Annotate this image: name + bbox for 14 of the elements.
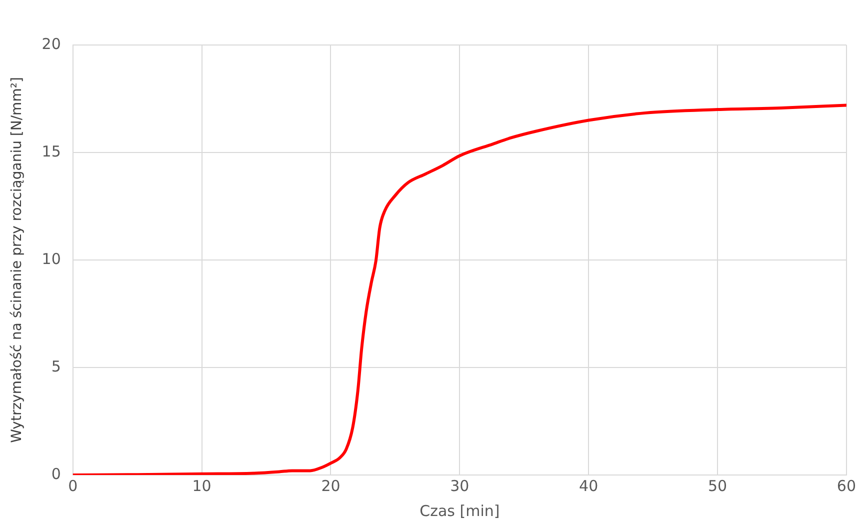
y-tick-label: 0 — [51, 464, 61, 483]
x-tick-label: 60 — [836, 476, 856, 495]
y-tick-label: 10 — [42, 250, 61, 268]
y-tick-label: 20 — [42, 34, 61, 53]
x-tick-label: 0 — [68, 476, 78, 495]
y-tick-label: 15 — [42, 142, 61, 160]
x-axis-title: Czas [min] — [420, 502, 500, 520]
x-tick-label: 40 — [579, 476, 598, 495]
x-tick-label: 30 — [450, 476, 470, 495]
x-tick-label: 20 — [321, 476, 340, 495]
y-tick-label: 5 — [51, 357, 61, 376]
x-tick-label: 50 — [708, 476, 728, 495]
y-axis-title: Wytrzymałość na ścinanie przy rozciąganiu [N/mm²] — [9, 77, 26, 443]
x-tick-label: 10 — [192, 476, 212, 495]
